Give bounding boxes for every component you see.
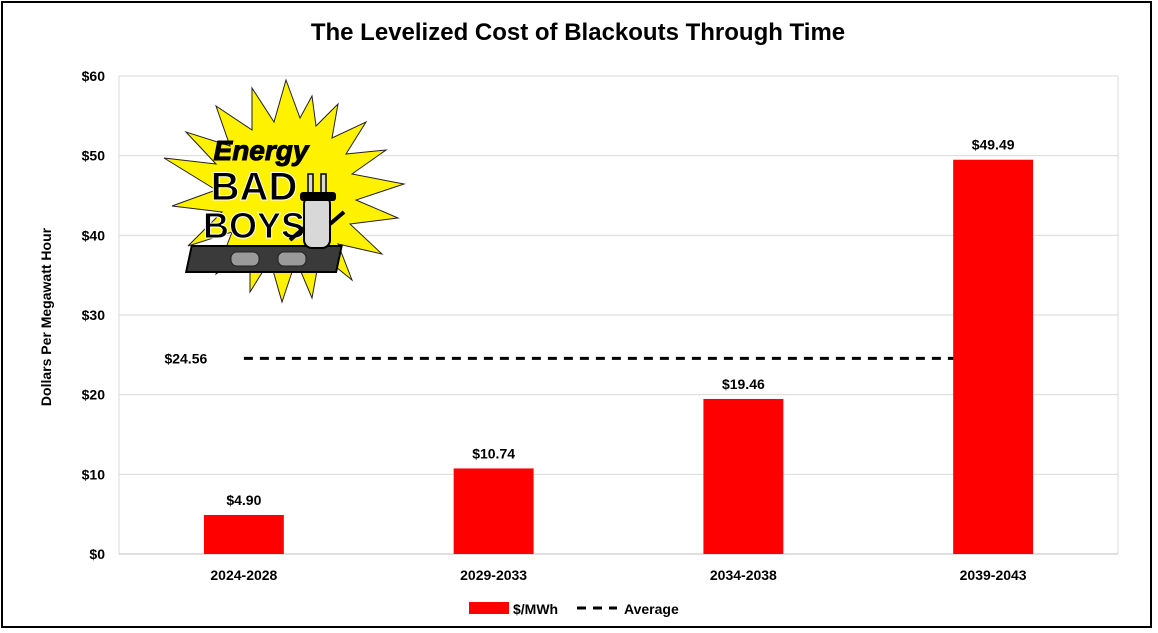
average-value-label: $24.56 <box>164 350 207 366</box>
y-tick-label: $50 <box>82 148 106 164</box>
bar-value-label: $49.49 <box>972 137 1015 153</box>
energy-bad-boys-logo: Energy BAD BOYS <box>163 78 406 304</box>
bar <box>453 468 534 554</box>
plug-character-icon <box>288 173 346 249</box>
bar <box>703 398 784 554</box>
y-tick-label: $20 <box>82 387 106 403</box>
y-tick-label: $30 <box>82 307 106 323</box>
x-tick-label: 2034-2038 <box>710 567 777 583</box>
bar <box>203 514 284 554</box>
bar-value-label: $4.90 <box>226 492 261 508</box>
x-tick-label: 2029-2033 <box>460 567 527 583</box>
bar-value-label: $10.74 <box>472 445 515 461</box>
chart-title: The Levelized Cost of Blackouts Through … <box>311 19 845 46</box>
logo-plate <box>184 245 343 273</box>
y-tick-label: $40 <box>82 227 106 243</box>
y-axis-label: Dollars Per Megawatt Hour <box>38 227 54 406</box>
logo-text-bad: BAD <box>211 165 298 209</box>
chart: The Levelized Cost of Blackouts Through … <box>38 19 1119 617</box>
x-tick-label: 2039-2043 <box>960 567 1027 583</box>
legend-label-mwh: $/MWh <box>513 601 558 617</box>
legend-swatch-mwh <box>469 602 509 614</box>
x-axis-ticks: 2024-2028 2029-2033 2034-2038 2039-2043 <box>210 567 1026 583</box>
y-tick-label: $60 <box>82 68 106 84</box>
legend-label-average: Average <box>624 601 679 617</box>
bar <box>953 159 1034 554</box>
x-tick-label: 2024-2028 <box>210 567 277 583</box>
logo-text-boys: BOYS <box>203 205 305 246</box>
bar-value-label: $19.46 <box>722 376 765 392</box>
bars: $4.90 $10.74 $19.46 $49.49 <box>203 137 1034 554</box>
y-tick-label: $0 <box>89 546 105 562</box>
y-tick-label: $10 <box>82 466 106 482</box>
y-axis-ticks: $0 $10 $20 $30 $40 $50 $60 <box>82 68 106 562</box>
logo-text-energy: Energy <box>214 135 310 166</box>
legend: $/MWh Average <box>469 601 679 617</box>
